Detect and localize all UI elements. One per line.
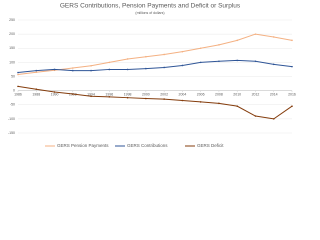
legend-label: GERS Contributions [127,143,168,148]
point [17,71,19,74]
point [218,44,220,46]
point [199,101,202,103]
point [126,68,129,71]
point [108,68,111,71]
x-tick-label: 1996 [105,93,113,97]
point [254,33,257,35]
point [126,96,129,99]
point [53,91,56,93]
y-tick-label: -100 [8,117,15,121]
point [199,47,202,50]
y-tick-label: 250 [9,18,15,22]
y-tick-label: 100 [9,60,15,64]
series-line [17,59,293,74]
point [90,95,92,98]
x-tick-label: 1994 [87,93,95,97]
point [291,39,293,42]
point [145,97,147,100]
point [72,67,74,69]
point [236,59,238,62]
point [145,67,147,70]
series-line [17,85,293,120]
point [272,118,275,120]
point [218,60,220,63]
point [236,39,238,42]
point [163,98,165,100]
legend-label: GERS Pension Payments [57,143,109,148]
point [145,55,147,58]
chart: GERS Contributions, Pension Payments and… [8,3,296,148]
point [272,36,275,38]
point [108,96,111,98]
point [72,69,74,72]
point [35,88,38,91]
point [254,60,257,63]
point [199,61,202,64]
point [90,69,92,72]
point [181,50,184,53]
chart-title: GERS Contributions, Pension Payments and… [60,3,241,10]
point [72,93,74,95]
point [90,64,92,67]
point [35,71,38,74]
y-tick-label: 150 [9,46,15,50]
point [35,69,38,72]
y-tick-label: 50 [11,74,15,78]
point [163,53,165,56]
point [291,105,293,107]
y-tick-label: 0 [13,89,15,93]
x-tick-label: 1990 [51,93,59,97]
point [163,66,165,69]
x-tick-label: 2012 [252,93,260,97]
point [181,64,184,67]
chart-subtitle: (millions of dollars) [135,11,164,15]
y-tick-label: -50 [10,103,15,107]
point [218,102,220,105]
series-line [17,33,293,76]
y-tick-label: 200 [9,32,15,36]
x-tick-label: 2014 [270,93,278,97]
y-tick-label: -150 [8,131,15,135]
x-tick-label: 2016 [288,93,296,97]
x-tick-label: 2000 [142,93,150,97]
point [17,85,19,88]
point [17,73,19,76]
x-tick-label: 2010 [233,93,241,97]
x-tick-label: 2006 [197,93,205,97]
page: GERS Contributions, Pension Payments and… [7,2,296,149]
point [291,65,293,68]
point [272,63,275,66]
legend-label: GERS Deficit [197,143,224,148]
point [254,115,257,117]
point [236,105,238,107]
point [108,61,111,64]
x-tick-label: 2008 [215,93,223,97]
x-tick-label: 1986 [14,93,22,97]
point [181,99,184,102]
x-tick-label: 2004 [179,93,187,97]
x-tick-label: 2002 [160,93,168,97]
x-tick-label: 1998 [124,93,132,97]
point [126,58,129,60]
point [53,68,56,71]
x-tick-label: 1988 [32,93,40,97]
